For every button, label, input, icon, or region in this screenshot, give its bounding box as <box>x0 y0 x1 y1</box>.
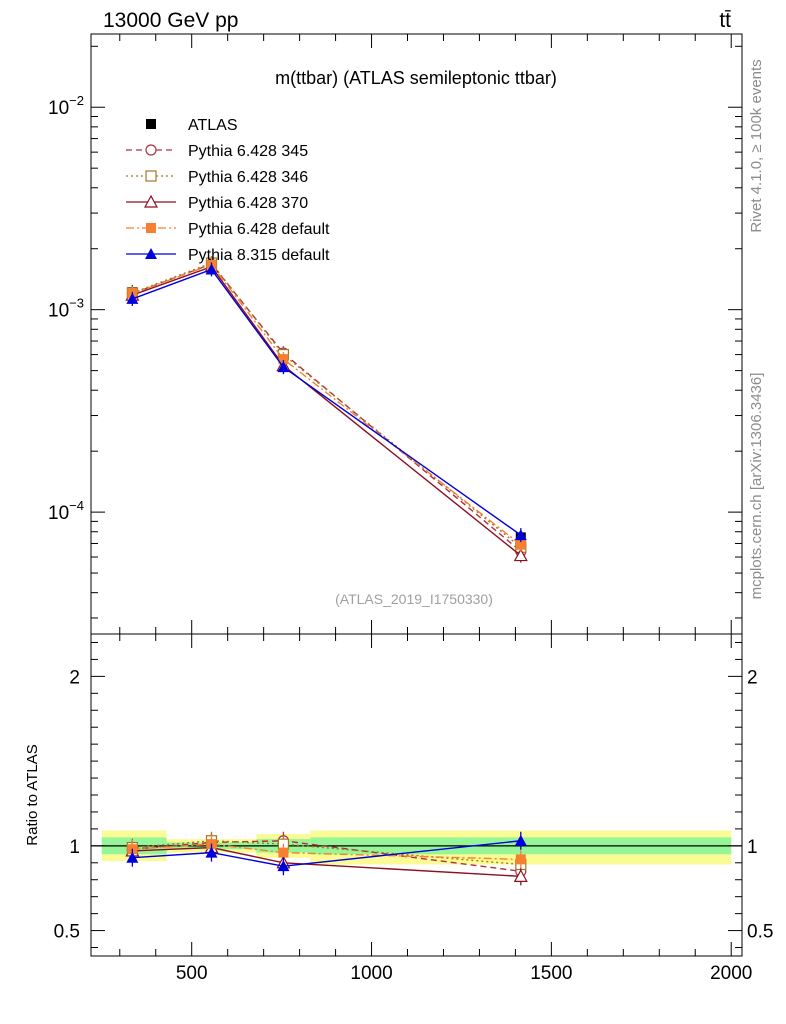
main-point-pythia-8-315-default <box>277 361 290 373</box>
legend-label-pythia-6-428-345: Pythia 6.428 345 <box>188 143 308 160</box>
legend-marker-pythia-6-428-default <box>146 223 156 233</box>
main-plot-area <box>91 34 742 634</box>
ratio-y-tick-label-left: 1 <box>69 837 80 858</box>
main-point-pythia-6-428-370 <box>513 548 528 562</box>
legend-label-pythia-6-428-default: Pythia 6.428 default <box>188 221 330 238</box>
ratio-point-pythia-8-315-default <box>514 834 527 846</box>
main-y-tick-label: 10−4 <box>48 498 84 524</box>
ratio-line-pythia-6-428-345 <box>132 840 521 872</box>
rivet-version-label: Rivet 4.1.0, ≥ 100k events <box>748 59 765 232</box>
main-point-pythia-6-428-default <box>278 354 289 365</box>
ratio-point-pythia-6-428-default <box>278 847 289 858</box>
main-line-pythia-6-428-370 <box>132 265 522 557</box>
main-y-tick-label: 10−3 <box>48 296 84 322</box>
legend-label-pythia-6-428-370: Pythia 6.428 370 <box>188 195 308 212</box>
x-tick-labels: 500 1000 1500 2000 <box>176 963 752 984</box>
main-series <box>125 256 528 563</box>
ratio-point-pythia-8-315-default <box>126 851 139 863</box>
ratio-line-pythia-6-428-346 <box>132 840 521 866</box>
main-title: m(ttbar) (ATLAS semileptonic ttbar) <box>275 68 557 88</box>
ratio-y-tick-label-right: 2 <box>747 667 758 688</box>
ratio-point-pythia-6-428-default <box>515 854 526 865</box>
main-line-pythia-8-315-default <box>132 268 522 536</box>
ratio-point-pythia-8-315-default <box>205 846 218 858</box>
legend: ATLAS Pythia 6.428 345 Pythia 6.428 346 Pyt… <box>126 117 330 264</box>
header-right: tt̄ <box>719 9 731 32</box>
legend-label-pythia-8-315-default: Pythia 8.315 default <box>188 247 330 264</box>
main-panel: 10−2 10−3 10−4 m(ttbar) (ATLAS semileptoni… <box>48 33 743 635</box>
ratio-point-pythia-6-428-370 <box>513 869 528 882</box>
ratio-ylabel: Ratio to ATLAS <box>24 744 41 845</box>
ratio-plot-area <box>91 634 742 956</box>
legend-marker-pythia-8-315-default <box>145 248 157 259</box>
ratio-point-pythia-8-315-default <box>277 860 290 872</box>
ratio-line-pythia-6-428-default <box>132 843 521 861</box>
main-ticks: 10−2 10−3 10−4 <box>48 34 742 634</box>
header-left: 13000 GeV pp <box>103 9 238 32</box>
legend-label-atlas: ATLAS <box>188 117 238 134</box>
ratio-y-tick-label-left: 2 <box>69 667 80 688</box>
analysis-watermark: (ATLAS_2019_I1750330) <box>335 591 493 607</box>
legend-label-pythia-6-428-346: Pythia 6.428 346 <box>188 169 308 186</box>
x-tick-label: 1000 <box>350 963 392 984</box>
x-tick-label: 500 <box>176 963 208 984</box>
ratio-y-tick-label-left: 0.5 <box>54 922 80 943</box>
main-point-pythia-8-315-default <box>205 263 218 275</box>
main-point-pythia-8-315-default <box>126 292 139 304</box>
main-point-pythia-6-428-default <box>515 539 526 550</box>
ratio-line-pythia-8-315-default <box>132 840 521 867</box>
ratio-panel: 0.5 0.5 1 1 2 2 Ratio to ATLAS 500 1000 1500 200… <box>24 633 773 984</box>
ratio-ticks: 0.5 0.5 1 1 2 2 <box>54 634 773 956</box>
x-tick-label: 2000 <box>710 963 752 984</box>
mcplots-label: mcplots.cern.ch [arXiv:1306.3436] <box>748 373 765 600</box>
legend-marker-pythia-6-428-370 <box>143 194 159 208</box>
x-tick-label: 1500 <box>530 963 572 984</box>
ratio-y-tick-label-right: 0.5 <box>747 922 773 943</box>
ratio-series <box>125 831 528 886</box>
ratio-frame <box>90 633 743 957</box>
ratio-line-pythia-6-428-370 <box>132 846 521 878</box>
main-y-tick-label: 10−2 <box>48 93 84 119</box>
main-point-pythia-8-315-default <box>514 529 527 541</box>
legend-marker-atlas <box>146 119 156 129</box>
legend-marker-pythia-6-428-345 <box>145 144 157 156</box>
legend-marker-pythia-6-428-346 <box>145 170 157 182</box>
ratio-y-tick-label-right: 1 <box>747 837 758 858</box>
